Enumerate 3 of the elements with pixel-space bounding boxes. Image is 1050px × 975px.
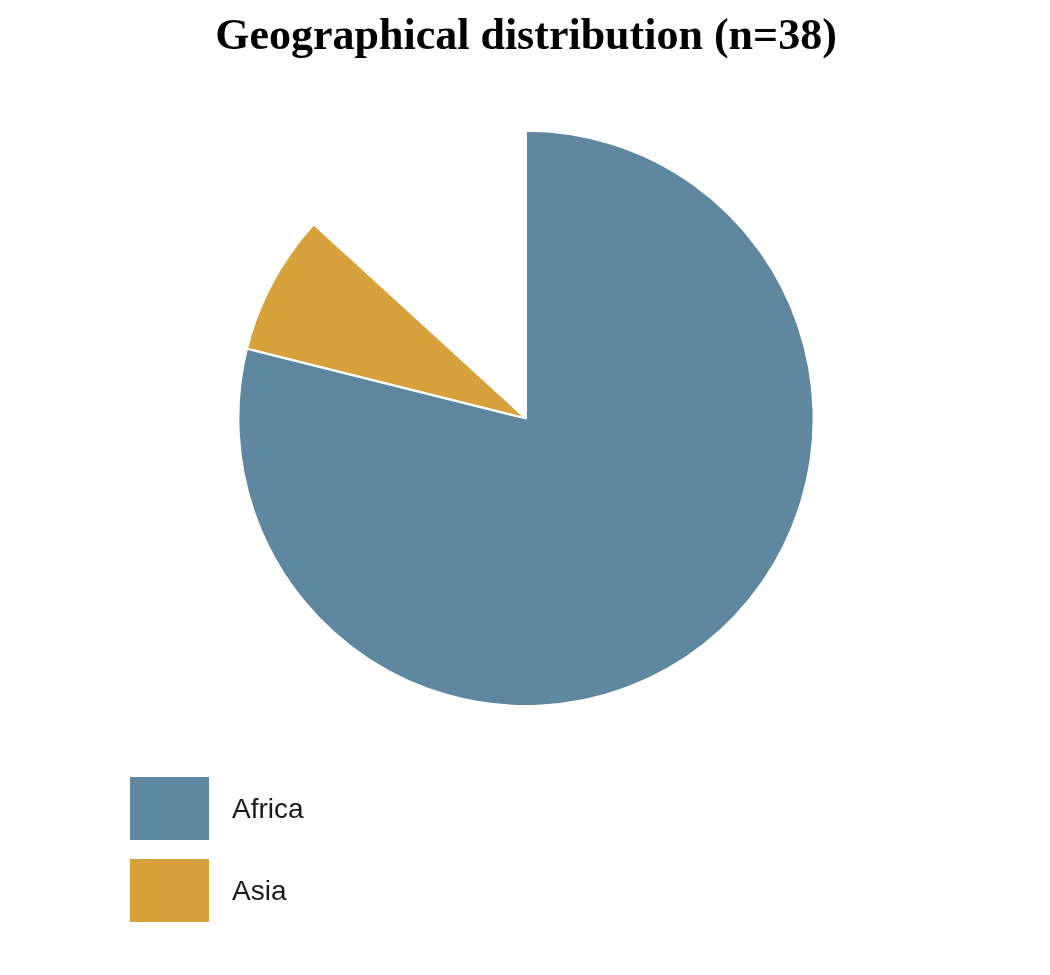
legend-label: Africa <box>232 792 304 825</box>
legend-label: Asia <box>232 874 287 907</box>
chart-title: Geographical distribution (n=38) <box>215 9 837 59</box>
